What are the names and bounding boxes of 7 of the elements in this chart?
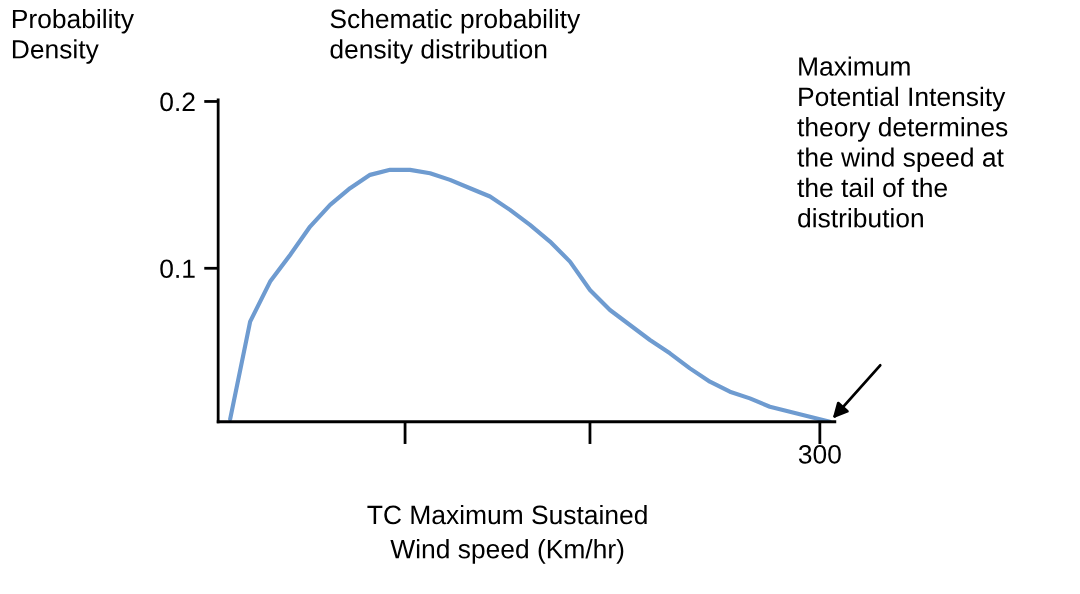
text: 300	[798, 444, 841, 464]
chart-title: Schematic probability density distribution	[330, 8, 581, 64]
y-axis-title: Probability Density	[12, 8, 134, 64]
annotation: Maximum Potential Intensity theory determines the wind speed at the tail of the distribution	[797, 56, 1008, 228]
y-tick-label: 0.1	[160, 259, 195, 279]
y-tick-label: 0.2	[160, 92, 195, 112]
x-axis-title: TC Maximum Sustained Wind speed (Km/hr)	[367, 504, 647, 564]
